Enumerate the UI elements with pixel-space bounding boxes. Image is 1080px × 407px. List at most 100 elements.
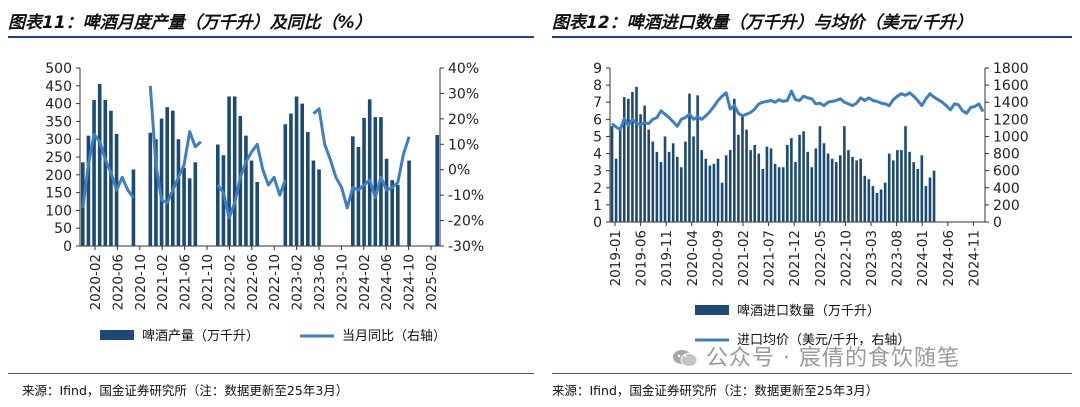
bar	[843, 126, 846, 222]
bar	[786, 145, 789, 222]
line-series	[148, 85, 202, 205]
bar	[244, 135, 248, 246]
bar	[618, 127, 622, 222]
x-tick-label: 2022-02	[222, 254, 238, 310]
bar	[255, 181, 259, 246]
x-tick-label: 2021-06	[178, 254, 194, 310]
bar	[671, 143, 675, 222]
bar	[165, 107, 169, 246]
x-tick-label: 2022-05	[813, 230, 829, 286]
right-tick-label: 1400	[993, 95, 1029, 111]
line-series	[611, 89, 985, 132]
left-tick-label: 5	[593, 129, 602, 145]
bar	[765, 146, 769, 222]
bar	[362, 117, 366, 246]
bar	[610, 126, 614, 222]
bar	[728, 150, 732, 222]
left-tick-label: 7	[593, 95, 602, 111]
bar	[92, 100, 96, 246]
bar	[680, 167, 683, 222]
bar	[684, 141, 687, 222]
right-tick-label: 400	[993, 181, 1020, 197]
right-tick-label: 800	[993, 147, 1020, 163]
bar	[904, 126, 907, 222]
bar	[724, 155, 728, 222]
x-tick-label: 2024-02	[357, 254, 373, 310]
bar	[289, 113, 293, 247]
bar	[875, 192, 879, 222]
right-tick-label: 1000	[993, 129, 1029, 145]
bar	[879, 189, 883, 222]
bar	[891, 160, 895, 222]
left-tick-label: 6	[593, 112, 602, 128]
x-tick-label: 2020-04	[685, 230, 701, 286]
left-tick-label: 9	[593, 61, 602, 77]
legend-label: 进口均价（美元/千升，右轴）	[737, 333, 910, 348]
bar	[855, 160, 858, 222]
bar	[932, 170, 936, 222]
right-tick-label: 600	[993, 164, 1020, 180]
bar	[131, 169, 136, 246]
x-tick-label: 2020-06	[110, 254, 126, 310]
bar	[753, 145, 757, 222]
bar	[851, 156, 854, 222]
bar	[745, 129, 748, 222]
x-tick-label: 2022-06	[245, 254, 261, 310]
bar	[737, 134, 740, 222]
bar	[227, 96, 231, 246]
bar	[176, 139, 181, 246]
bar	[627, 98, 630, 222]
production-chart: 050100150200250300350400450500-30%-20%-1…	[45, 61, 484, 344]
x-tick-label: 2021-02	[155, 254, 171, 310]
x-tick-label: 2024-01	[915, 230, 931, 286]
source-note: 来源：Ifind，国金证券研究所（注：数据更新至25年3月）	[552, 383, 879, 398]
bar	[373, 117, 378, 247]
line-series	[312, 107, 411, 210]
left-tick-label: 150	[45, 186, 72, 202]
bar	[887, 153, 891, 222]
legend-bar-swatch	[100, 330, 134, 340]
chart-title: 图表12：啤酒进口数量（万千升）与均价（美元/千升）	[552, 13, 973, 33]
left-tick-label: 50	[54, 221, 72, 237]
x-tick-label: 2023-06	[312, 254, 328, 310]
wechat-icon	[673, 350, 698, 367]
bar	[651, 141, 655, 222]
bar	[86, 135, 91, 246]
bar	[900, 150, 903, 222]
right-tick-label: -30%	[448, 239, 484, 255]
bar	[631, 91, 634, 222]
bar	[741, 114, 744, 222]
bar	[97, 84, 102, 246]
bar	[761, 168, 765, 222]
legend-label: 啤酒进口数量（万千升）	[737, 304, 880, 319]
watermark: 公众号 · 宸倩的食饮随笔	[672, 340, 960, 372]
bar	[148, 132, 153, 246]
bar	[916, 168, 920, 222]
x-tick-label: 2023-03	[864, 230, 880, 286]
bar	[867, 179, 871, 222]
bar	[647, 129, 651, 222]
x-tick-label: 2024-06	[941, 230, 957, 286]
x-tick-label: 2019-01	[608, 230, 624, 286]
bar	[643, 105, 646, 222]
x-tick-label: 2023-02	[290, 254, 306, 310]
left-tick-label: 0	[63, 239, 72, 255]
left-tick-label: 3	[593, 164, 602, 180]
bar	[908, 151, 911, 222]
bar	[639, 114, 642, 222]
bar	[810, 167, 814, 222]
bar	[384, 158, 389, 246]
line-series	[81, 132, 135, 209]
bar	[928, 177, 932, 222]
bar	[859, 158, 862, 222]
x-tick-label: 2021-02	[736, 230, 752, 286]
legend-bar-swatch	[695, 305, 729, 315]
bar	[802, 131, 805, 222]
bar	[692, 136, 695, 222]
bar	[367, 99, 372, 246]
bar	[688, 93, 691, 222]
right-tick-label: 1800	[993, 61, 1029, 77]
bar	[847, 150, 850, 222]
right-tick-label: 1600	[993, 78, 1029, 94]
bar	[871, 186, 875, 222]
